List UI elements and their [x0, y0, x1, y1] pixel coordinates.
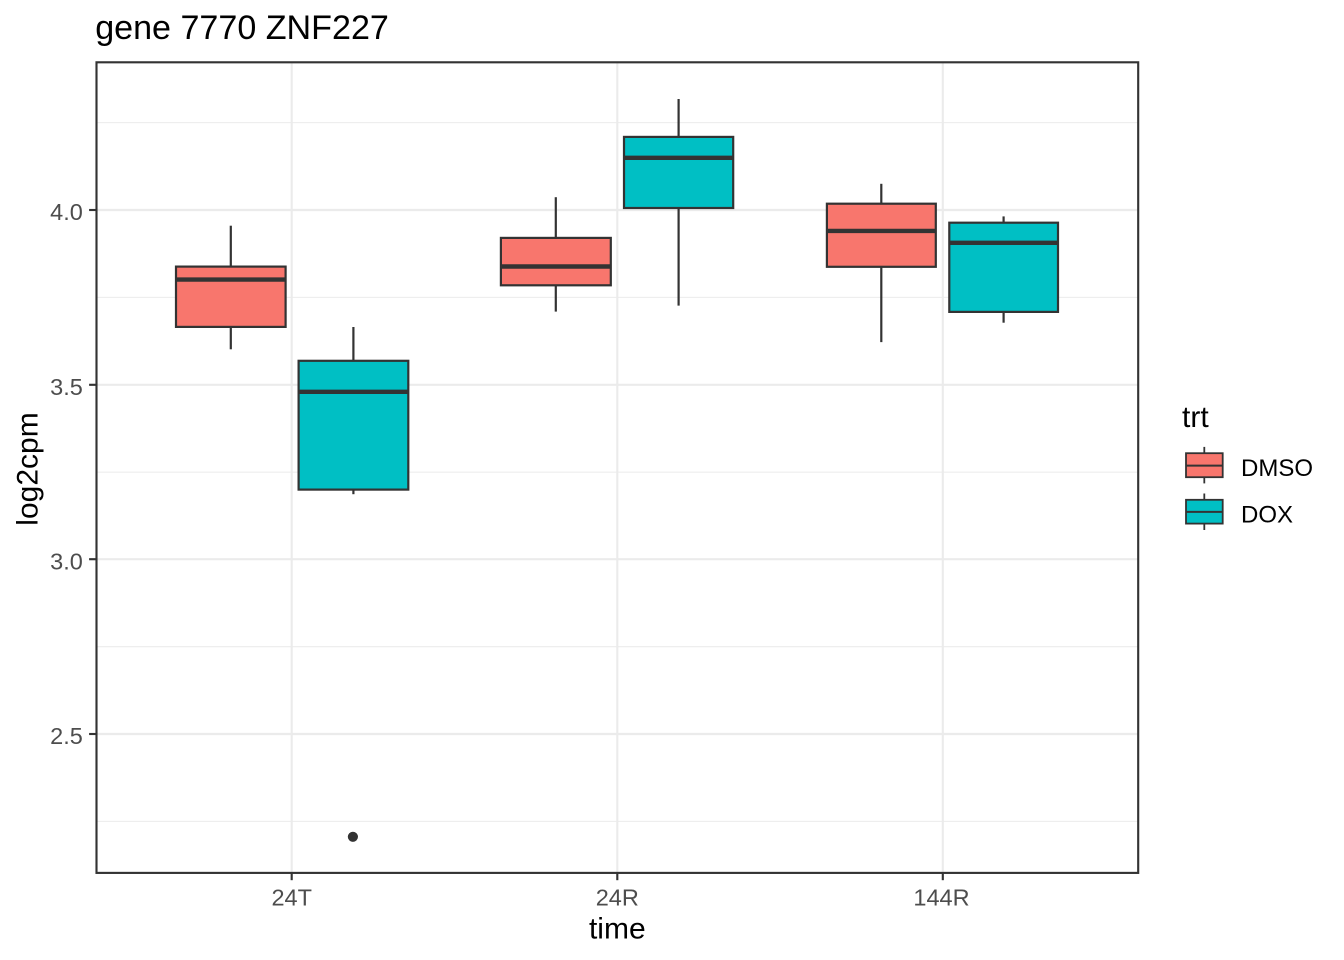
svg-text:time: time	[589, 912, 646, 945]
svg-text:gene 7770 ZNF227: gene 7770 ZNF227	[95, 9, 389, 47]
svg-text:24R: 24R	[596, 885, 639, 911]
svg-text:DOX: DOX	[1241, 501, 1293, 528]
svg-text:3.5: 3.5	[50, 374, 83, 400]
svg-text:144R: 144R	[913, 885, 969, 911]
svg-text:24T: 24T	[271, 885, 312, 911]
svg-text:4.0: 4.0	[50, 199, 83, 225]
svg-text:log2cpm: log2cpm	[12, 412, 45, 525]
svg-text:2.5: 2.5	[50, 723, 83, 749]
svg-text:DMSO: DMSO	[1241, 455, 1313, 482]
svg-text:trt: trt	[1182, 401, 1209, 434]
svg-text:3.0: 3.0	[50, 548, 83, 574]
